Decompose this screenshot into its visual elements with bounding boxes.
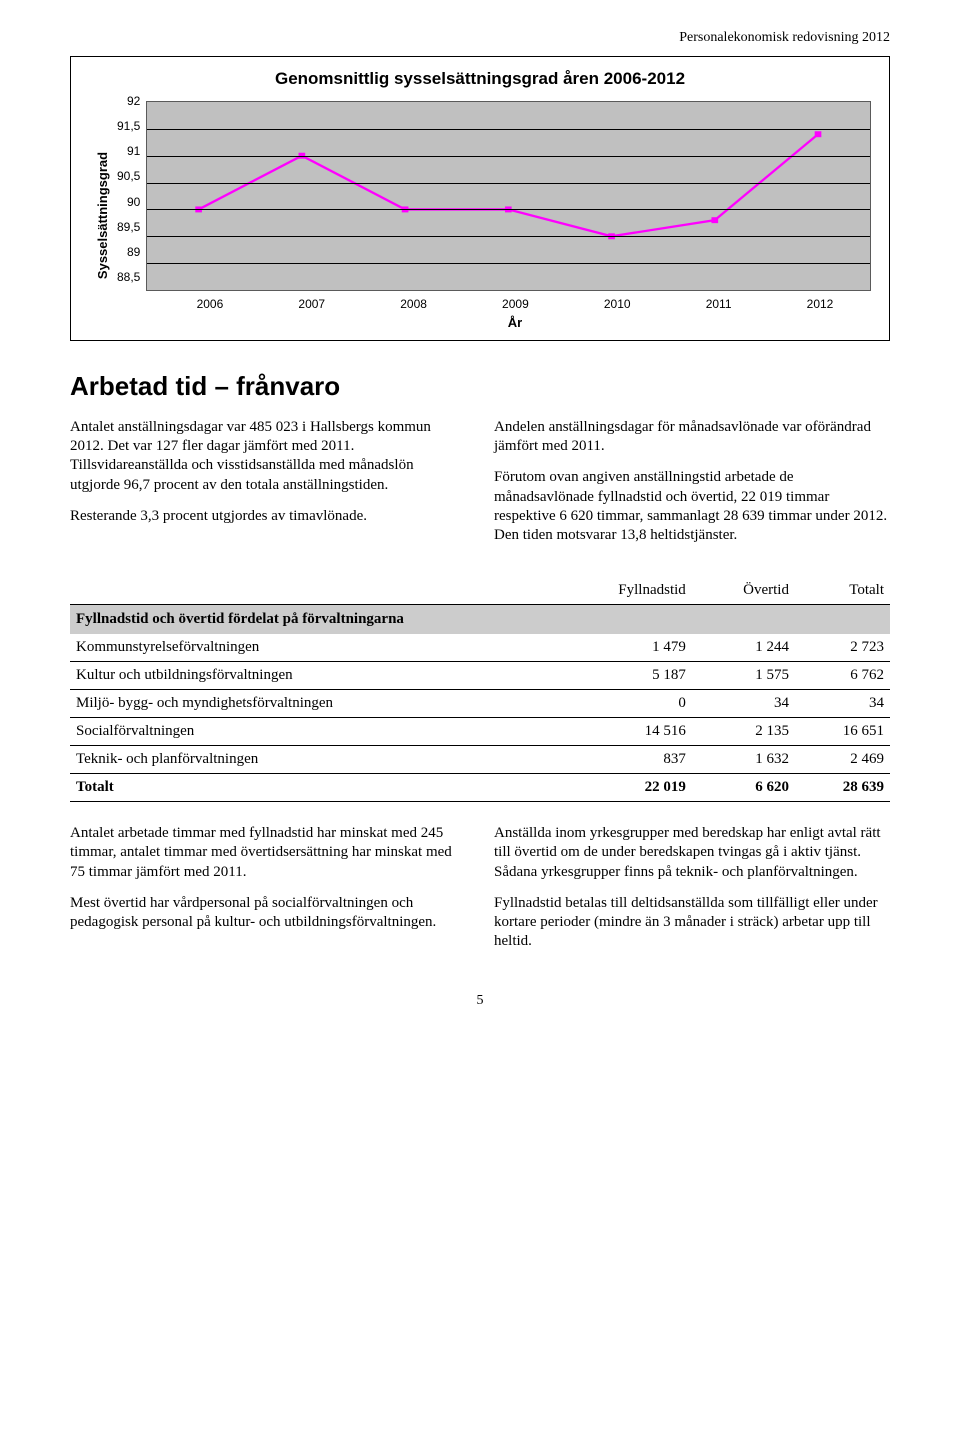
chart-yticks: 92 91,5 91 90,5 90 89,5 89 88,5 (117, 94, 146, 284)
table-cell: Socialförvaltningen (70, 718, 550, 746)
table-cell: 5 187 (550, 662, 692, 690)
table-cell: 2 135 (692, 718, 795, 746)
table-cell: 837 (550, 746, 692, 774)
chart-gridline (147, 129, 870, 130)
table-cell: 1 244 (692, 634, 795, 662)
table-row: Kommunstyrelseförvaltningen1 4791 2442 7… (70, 634, 890, 662)
chart-xtick: 2010 (604, 297, 631, 311)
chart-gridline (147, 183, 870, 184)
chart-xtick: 2007 (298, 297, 325, 311)
table-cell: Teknik- och planförvaltningen (70, 746, 550, 774)
chart-ytick: 91 (127, 144, 140, 158)
table-cell: 6 620 (692, 774, 795, 802)
chart-gridline (147, 209, 870, 210)
body2-right-p2: Fyllnadstid betalas till deltidsanställd… (494, 894, 890, 952)
table-col-header: Totalt (795, 577, 890, 605)
section-title: Arbetad tid – frånvaro (70, 371, 890, 402)
chart-xticks: 2006 2007 2008 2009 2010 2011 2012 (159, 297, 871, 311)
page-number: 5 (70, 993, 890, 1009)
chart-xtick: 2011 (706, 297, 732, 311)
chart-xtick: 2009 (502, 297, 529, 311)
chart-title: Genomsnittlig sysselsättningsgrad åren 2… (89, 69, 871, 89)
chart-gridline (147, 236, 870, 237)
chart-ytick: 90 (127, 195, 140, 209)
table-cell: 16 651 (795, 718, 890, 746)
table-cell: 2 469 (795, 746, 890, 774)
chart-svg (147, 102, 870, 290)
body-left-p1: Antalet anställningsdagar var 485 023 i … (70, 418, 466, 495)
table-cell: 1 479 (550, 634, 692, 662)
chart-ytick: 90,5 (117, 169, 140, 183)
chart-ylabel-wrap: Sysselsättningsgrad (89, 101, 117, 330)
table-cell: 0 (550, 690, 692, 718)
chart-xtick: 2012 (807, 297, 834, 311)
table-header-row: FyllnadstidÖvertidTotalt (70, 577, 890, 605)
chart-xtick: 2006 (197, 297, 224, 311)
data-table: Fyllnadstid och övertid fördelat på förv… (70, 577, 890, 802)
table-row: Miljö- bygg- och myndighetsförvaltningen… (70, 690, 890, 718)
table-row: Kultur och utbildningsförvaltningen5 187… (70, 662, 890, 690)
body-columns-2: Antalet arbetade timmar med fyllnadstid … (70, 824, 890, 963)
body2-left-p2: Mest övertid har vårdpersonal på socialf… (70, 894, 466, 932)
chart-gridline (147, 156, 870, 157)
body2-right-p1: Anställda inom yrkesgrupper med beredska… (494, 824, 890, 882)
table-cell: Kommunstyrelseförvaltningen (70, 634, 550, 662)
body2-left-p1: Antalet arbetade timmar med fyllnadstid … (70, 824, 466, 882)
table-col-header: Övertid (692, 577, 795, 605)
table-cell: 28 639 (795, 774, 890, 802)
chart-ytick: 92 (127, 94, 140, 108)
table-total-row: Totalt22 0196 62028 639 (70, 774, 890, 802)
page-header: Personalekonomisk redovisning 2012 (70, 30, 890, 46)
table-title: Fyllnadstid och övertid fördelat på förv… (70, 605, 890, 635)
chart-container: Genomsnittlig sysselsättningsgrad åren 2… (70, 56, 890, 341)
table-cell: 14 516 (550, 718, 692, 746)
table-row: Teknik- och planförvaltningen8371 6322 4… (70, 746, 890, 774)
table-cell: 34 (795, 690, 890, 718)
table-cell: 1 575 (692, 662, 795, 690)
body-right-p2: Förutom ovan angiven anställningstid arb… (494, 468, 890, 545)
chart-ytick: 89,5 (117, 220, 140, 234)
chart-marker (712, 217, 719, 223)
chart-plot-area (146, 101, 871, 291)
chart-ytick: 89 (127, 245, 140, 259)
chart-line (199, 134, 818, 236)
table-cell: 6 762 (795, 662, 890, 690)
chart-xtick: 2008 (400, 297, 427, 311)
table-cell: Kultur och utbildningsförvaltningen (70, 662, 550, 690)
chart-ytick: 91,5 (117, 119, 140, 133)
table-cell: Totalt (70, 774, 550, 802)
table-cell: 1 632 (692, 746, 795, 774)
table-cell: 34 (692, 690, 795, 718)
table-row: Socialförvaltningen14 5162 13516 651 (70, 718, 890, 746)
table-cell: 2 723 (795, 634, 890, 662)
chart-ytick: 88,5 (117, 270, 140, 284)
body-columns-1: Antalet anställningsdagar var 485 023 i … (70, 418, 890, 557)
chart-marker (815, 131, 822, 137)
chart-gridline (147, 263, 870, 264)
table-col-header: Fyllnadstid (550, 577, 692, 605)
body-right-p1: Andelen anställningsdagar för månadsavlö… (494, 418, 890, 456)
body-left-p2: Resterande 3,3 procent utgjordes av tima… (70, 507, 466, 526)
table-col-header (70, 577, 550, 605)
table-cell: Miljö- bygg- och myndighetsförvaltningen (70, 690, 550, 718)
table-body: Kommunstyrelseförvaltningen1 4791 2442 7… (70, 634, 890, 802)
table-cell: 22 019 (550, 774, 692, 802)
chart-xlabel: År (159, 315, 871, 330)
chart-ylabel: Sysselsättningsgrad (96, 152, 111, 279)
